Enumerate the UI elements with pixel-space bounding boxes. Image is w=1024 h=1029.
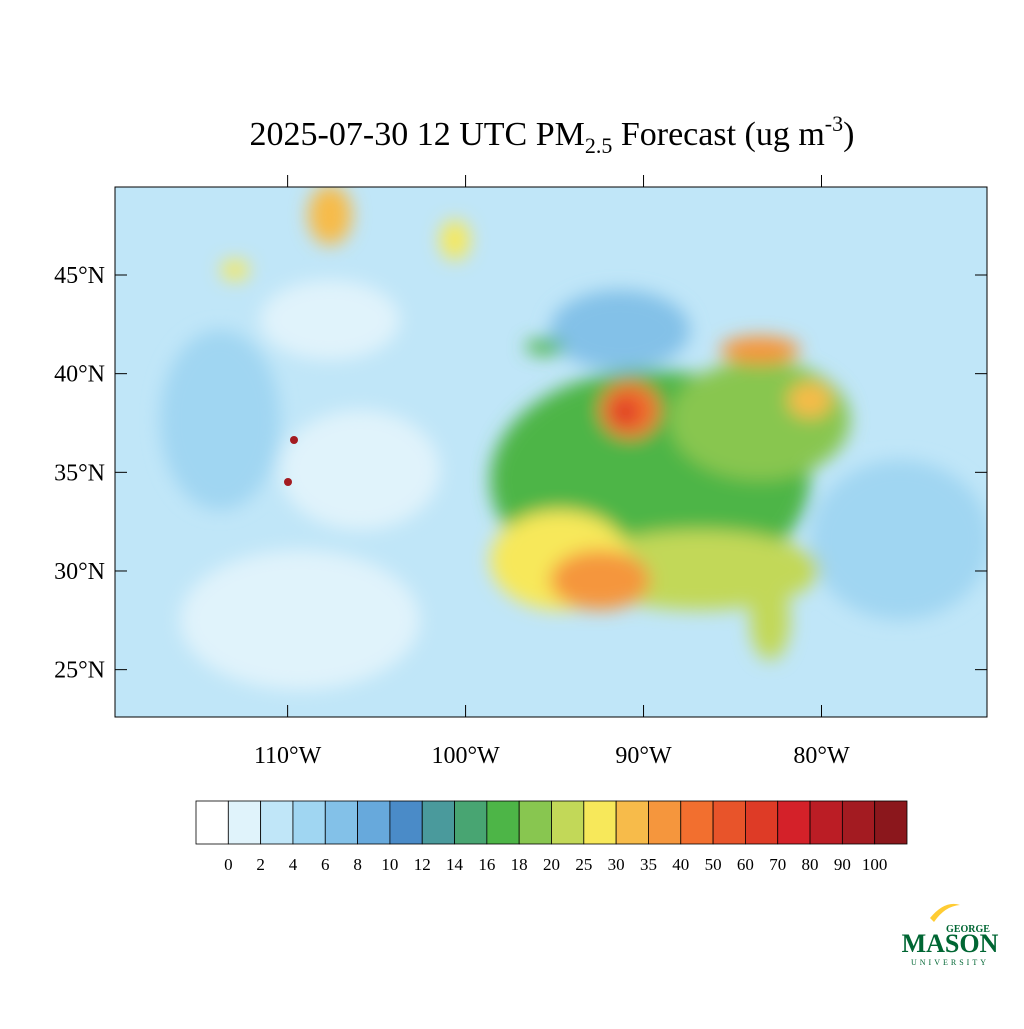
title-sub: 2.5 [585,133,613,158]
colorbar-box [551,800,585,845]
map-frame [114,186,988,718]
colorbar-box [227,800,262,845]
colorbar-label: 8 [353,855,362,874]
colorbar-box [260,800,294,845]
colorbar-box [486,800,520,845]
colorbar-box [648,800,682,845]
colorbar-box [680,800,714,845]
logo-mark [930,903,960,922]
colorbar: 0 2 4 6 8 10 12 14 16 18 20 25 30 35 40 50 60 70 80 90 100 [195,800,908,874]
x-tick-label: 100°W [431,743,500,769]
colorbar-box [615,800,649,845]
chart-title: 2025-07-30 12 UTC PM2.5 Forecast (ug m-3… [250,111,855,158]
colorbar-label: 16 [478,855,495,874]
x-tick-label: 90°W [615,743,672,769]
colorbar-label: 2 [256,855,265,874]
y-tick-label: 30°N [54,559,105,585]
colorbar-label: 70 [769,855,786,874]
colorbar-box [195,800,229,845]
colorbar-label: 90 [834,855,851,874]
colorbar-box [518,800,552,845]
axes: 25°N 30°N 35°N 40°N 45°N 110°W 100°W 90°W 80°W [54,175,987,769]
colorbar-label: 35 [640,855,657,874]
colorbar-label: 30 [608,855,625,874]
colorbar-box [712,800,746,845]
colorbar-box [583,800,617,845]
x-tick-label: 110°W [254,743,322,769]
title-main: 2025-07-30 12 UTC PM [250,116,585,153]
y-tick-label: 25°N [54,658,105,684]
colorbar-label: 14 [446,855,464,874]
title-end: ) [843,116,854,153]
colorbar-box [841,800,876,845]
colorbar-box [357,800,391,845]
colorbar-label: 0 [224,855,233,874]
y-tick-label: 45°N [54,263,105,289]
colorbar-label: 18 [511,855,528,874]
colorbar-box [745,800,779,845]
y-tick-label: 40°N [54,362,105,388]
logo-top: GEORGE [946,924,990,935]
logo-main: MASON [902,929,999,958]
colorbar-box [454,800,488,845]
colorbar-label: 6 [321,855,330,874]
y-tick-label: 35°N [54,460,105,486]
logo-bottom: UNIVERSITY [911,958,989,967]
colorbar-label: 50 [705,855,722,874]
colorbar-box [292,800,326,845]
colorbar-box [777,800,811,845]
colorbar-box [389,800,423,845]
colorbar-label: 20 [543,855,560,874]
logo: GEORGE MASON UNIVERSITY [902,903,999,967]
colorbar-label: 40 [672,855,689,874]
colorbar-box [809,800,843,845]
colorbar-label: 100 [862,855,888,874]
colorbar-label: 4 [289,855,298,874]
title-rest: Forecast (ug m [612,116,824,153]
title-sup: -3 [825,111,843,136]
x-tick-label: 80°W [793,743,850,769]
colorbar-label: 80 [802,855,819,874]
colorbar-box [874,800,908,845]
map-field [115,187,987,717]
colorbar-label: 25 [575,855,592,874]
colorbar-label: 60 [737,855,754,874]
colorbar-label: 12 [414,855,431,874]
colorbar-box [421,800,455,845]
colorbar-box [324,800,358,845]
colorbar-label: 10 [381,855,398,874]
